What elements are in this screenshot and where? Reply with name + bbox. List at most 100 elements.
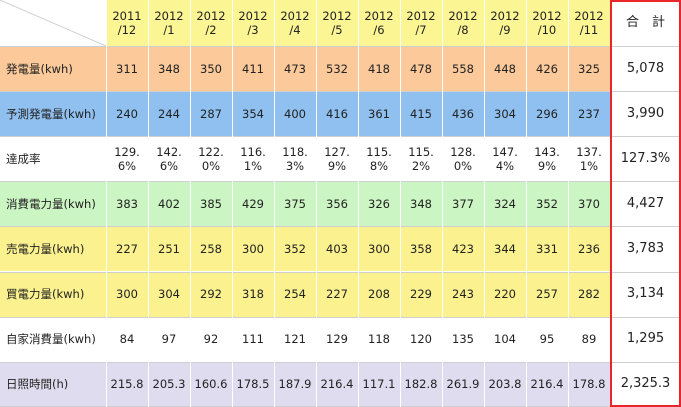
table-cell-text: 229: [410, 287, 432, 302]
table-cell: 128. 0%: [442, 136, 484, 182]
table-cell: 318: [232, 271, 274, 317]
table-cell: 182.8: [400, 361, 442, 407]
table-cell: 326: [358, 181, 400, 227]
table-cell: 304: [484, 91, 526, 137]
table-cell-text: 473: [284, 61, 306, 76]
table-cell-text: 383: [116, 196, 138, 211]
table-cell-text: 448: [494, 61, 516, 76]
table-cell: 383: [106, 181, 148, 227]
table-cell: 254: [274, 271, 316, 317]
table-cell-text: 178.8: [572, 377, 606, 392]
table-cell: 208: [358, 271, 400, 317]
table-cell: 418: [358, 46, 400, 92]
table-cell: 127. 9%: [316, 136, 358, 182]
table-cell-text: 402: [158, 196, 180, 211]
table-cell-text: 215.8: [110, 377, 144, 392]
header-month-cell: 2012 /10: [526, 0, 568, 46]
row-total-cell-text: 3,990: [626, 105, 665, 121]
header-month-cell-text: 2012 /10: [532, 9, 562, 37]
row-label-text: 日照時間(h): [6, 377, 69, 392]
table-cell-text: 160.6: [194, 377, 228, 392]
table-cell-text: 415: [410, 106, 432, 121]
table-cell-text: 532: [326, 61, 348, 76]
column-divider: [400, 0, 401, 407]
column-divider: [316, 0, 317, 407]
table-cell: 216.4: [316, 361, 358, 407]
table-cell-text: 258: [200, 241, 222, 256]
table-cell-text: 115. 8%: [366, 144, 392, 173]
table-cell-text: 478: [410, 61, 432, 76]
table-cell-text: 135: [452, 332, 474, 347]
table-cell: 370: [568, 181, 610, 227]
column-divider: [358, 0, 359, 407]
table-cell-text: 84: [119, 332, 135, 347]
table-cell: 244: [148, 91, 190, 137]
table-cell: 97: [148, 316, 190, 362]
row-label: 発電量(kwh): [0, 46, 106, 92]
column-divider: [442, 0, 443, 407]
table-cell-text: 287: [200, 106, 222, 121]
table-cell: 296: [526, 91, 568, 137]
row-label: 予測発電量(kwh): [0, 91, 106, 137]
table-cell: 89: [568, 316, 610, 362]
table-cell-text: 237: [578, 106, 600, 121]
table-cell-text: 352: [284, 241, 306, 256]
table-cell-text: 129: [326, 332, 348, 347]
table-cell-text: 95: [539, 332, 555, 347]
table-cell: 258: [190, 226, 232, 272]
table-cell-text: 354: [242, 106, 264, 121]
row-divider: [0, 272, 681, 273]
table-cell: 129: [316, 316, 358, 362]
row-label: 達成率: [0, 136, 106, 182]
table-cell-text: 304: [494, 106, 516, 121]
table-cell: 324: [484, 181, 526, 227]
row-divider: [0, 46, 681, 47]
table-cell-text: 227: [116, 241, 138, 256]
row-total-cell-text: 3,783: [626, 240, 665, 256]
table-cell-text: 411: [242, 61, 264, 76]
table-cell-text: 254: [284, 287, 306, 302]
row-total-cell-text: 5,078: [626, 60, 665, 76]
table-cell-text: 120: [410, 332, 432, 347]
header-month-cell: 2012 /9: [484, 0, 526, 46]
table-cell: 402: [148, 181, 190, 227]
table-cell: 227: [316, 271, 358, 317]
table-cell-text: 251: [158, 241, 180, 256]
table-cell: 403: [316, 226, 358, 272]
table-cell: 215.8: [106, 361, 148, 407]
column-divider: [190, 0, 191, 407]
table-cell-text: 182.8: [404, 377, 438, 392]
header-month-cell: 2012 /5: [316, 0, 358, 46]
table-cell: 237: [568, 91, 610, 137]
table-cell: 300: [232, 226, 274, 272]
table-cell: 243: [442, 271, 484, 317]
table-cell: 423: [442, 226, 484, 272]
table-cell: 473: [274, 46, 316, 92]
row-total-cell-text: 4,427: [626, 195, 665, 211]
table-cell: 400: [274, 91, 316, 137]
header-month-cell: 2012 /4: [274, 0, 316, 46]
table-cell-text: 400: [284, 106, 306, 121]
header-month-cell: 2012 /11: [568, 0, 610, 46]
row-label: 消費電力量(kwh): [0, 181, 106, 227]
table-cell-text: 331: [536, 241, 558, 256]
header-month-cell: 2012 /6: [358, 0, 400, 46]
header-month-cell-text: 2012 /4: [280, 9, 310, 37]
row-divider: [0, 362, 681, 363]
table-cell: 300: [106, 271, 148, 317]
table-cell: 104: [484, 316, 526, 362]
table-cell: 205.3: [148, 361, 190, 407]
table-cell: 558: [442, 46, 484, 92]
table-cell: 311: [106, 46, 148, 92]
table-cell: 377: [442, 181, 484, 227]
header-month-cell: 2012 /2: [190, 0, 232, 46]
table-cell-text: 122. 0%: [198, 144, 224, 173]
table-cell: 187.9: [274, 361, 316, 407]
row-label: 自家消費量(kwh): [0, 316, 106, 362]
table-cell-text: 216.4: [530, 377, 564, 392]
table-cell: 118: [358, 316, 400, 362]
table-cell-text: 558: [452, 61, 474, 76]
table-cell-text: 240: [116, 106, 138, 121]
table-cell: 356: [316, 181, 358, 227]
table-cell: 203.8: [484, 361, 526, 407]
